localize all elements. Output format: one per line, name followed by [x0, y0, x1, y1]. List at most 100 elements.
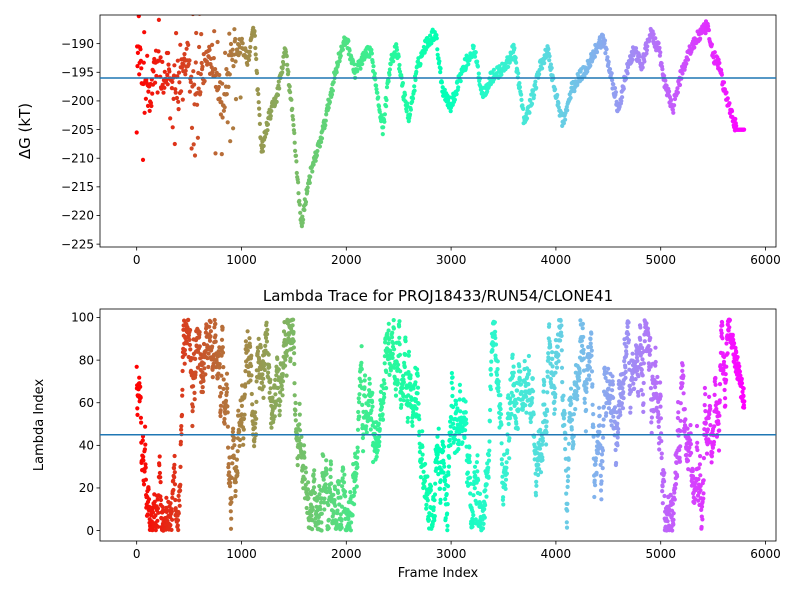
- data-point: [394, 47, 400, 52]
- data-point: [546, 351, 551, 356]
- data-point: [291, 329, 296, 335]
- data-point: [501, 502, 506, 507]
- data-point: [190, 409, 195, 414]
- data-point: [178, 488, 183, 493]
- data-point: [638, 337, 643, 342]
- data-point: [147, 504, 152, 509]
- data-point: [524, 116, 530, 121]
- data-point: [677, 82, 683, 88]
- data-point: [493, 342, 499, 347]
- data-point: [685, 57, 691, 62]
- data-point: [471, 493, 476, 498]
- data-point: [156, 17, 161, 22]
- data-point: [372, 71, 377, 76]
- data-point: [322, 500, 327, 505]
- data-point: [587, 377, 592, 382]
- data-point: [150, 91, 155, 96]
- data-point: [405, 398, 410, 403]
- data-point: [473, 50, 478, 55]
- data-point: [378, 389, 383, 394]
- data-point: [413, 77, 418, 83]
- data-point: [482, 515, 487, 520]
- data-point: [223, 398, 229, 403]
- data-point: [227, 31, 232, 36]
- data-point: [331, 492, 336, 497]
- data-point: [435, 434, 440, 439]
- data-point: [262, 361, 267, 366]
- data-point: [413, 397, 418, 402]
- data-point: [436, 56, 441, 61]
- data-point: [681, 391, 686, 396]
- data-point: [191, 384, 196, 389]
- data-point: [288, 356, 293, 361]
- data-point: [290, 323, 295, 328]
- data-point: [303, 199, 309, 205]
- data-point: [536, 472, 541, 478]
- data-point: [706, 24, 711, 29]
- data-point: [600, 459, 605, 464]
- data-point: [653, 363, 658, 368]
- data-point: [382, 112, 387, 117]
- data-point: [221, 386, 226, 391]
- data-point: [348, 528, 353, 533]
- data-point: [340, 476, 345, 481]
- data-point: [242, 412, 247, 417]
- data-point: [262, 367, 267, 373]
- data-point: [545, 374, 550, 379]
- data-point: [636, 393, 641, 398]
- data-point: [351, 493, 356, 498]
- data-point: [157, 454, 162, 459]
- data-point: [218, 403, 223, 408]
- data-point: [675, 86, 680, 91]
- data-point: [342, 489, 348, 494]
- data-point: [442, 87, 447, 92]
- data-point: [680, 363, 685, 368]
- axes-frame: [99, 14, 777, 248]
- data-point: [273, 377, 278, 382]
- data-point: [255, 345, 260, 350]
- data-point: [681, 374, 686, 379]
- data-point: [490, 347, 495, 353]
- data-point: [476, 478, 481, 483]
- data-point: [331, 80, 336, 85]
- data-point: [207, 338, 213, 343]
- data-point: [239, 403, 244, 408]
- data-point: [226, 445, 231, 450]
- data-point: [170, 79, 175, 84]
- data-point: [200, 370, 205, 375]
- data-point: [416, 401, 421, 406]
- data-point: [656, 41, 661, 46]
- data-point: [239, 420, 244, 425]
- data-point: [739, 376, 744, 381]
- data-point: [249, 35, 254, 40]
- data-point: [292, 351, 297, 356]
- data-point: [277, 86, 282, 91]
- data-point: [400, 385, 405, 391]
- data-point: [216, 371, 221, 376]
- data-point: [179, 89, 184, 94]
- data-point: [588, 344, 594, 350]
- data-point: [528, 419, 533, 425]
- data-point: [724, 341, 729, 346]
- data-point: [136, 15, 141, 19]
- y-tick-label: 100: [71, 311, 94, 325]
- data-point: [235, 449, 240, 454]
- data-point: [250, 402, 255, 407]
- data-point: [319, 500, 324, 505]
- data-point: [517, 85, 523, 90]
- data-point: [174, 30, 179, 36]
- data-point: [387, 67, 392, 72]
- data-point: [675, 415, 681, 421]
- data-point: [412, 88, 417, 93]
- data-point: [314, 153, 319, 158]
- data-point: [232, 443, 237, 448]
- data-point: [135, 406, 140, 411]
- data-point: [527, 368, 532, 373]
- data-point: [368, 427, 373, 432]
- data-point: [224, 67, 229, 72]
- data-point: [297, 202, 302, 207]
- data-point: [245, 329, 250, 334]
- data-point: [484, 494, 489, 499]
- data-point: [511, 364, 516, 369]
- data-point: [170, 495, 175, 500]
